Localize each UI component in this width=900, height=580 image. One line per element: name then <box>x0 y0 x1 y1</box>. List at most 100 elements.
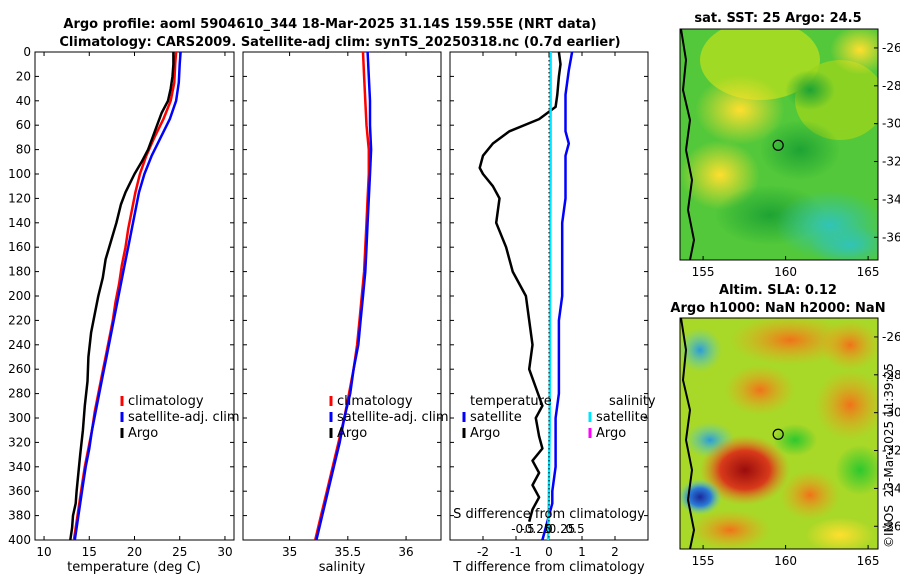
s-diff-tick-label: -0.25 <box>520 522 551 536</box>
legend-temperature-title: temperature <box>470 394 552 409</box>
y-tick-label: 260 <box>8 362 31 376</box>
series-line-s-satellite <box>546 52 552 541</box>
difference-depth-ticks <box>450 51 648 541</box>
y-tick-label: 280 <box>8 387 31 401</box>
salinity-x-label: salinity <box>319 560 366 575</box>
y-tick-label: 120 <box>8 191 31 205</box>
sla-map: Altim. SLA: 0.12 Argo h1000: NaN h2000: … <box>670 283 900 568</box>
map-y-tick-label: -28 <box>882 368 900 382</box>
series-line-satellite-adj-clim <box>315 51 373 541</box>
difference-series <box>478 51 574 541</box>
map-y-tick-label: -34 <box>882 192 900 206</box>
map-y-tick-label: -34 <box>882 481 900 495</box>
sla-map-axes: 155 160 165 -26 -28 -30 -32 -34 -36 <box>692 330 900 568</box>
sst-map-axes: 155 160 165 -26 -28 -30 -32 -34 -36 <box>692 41 900 279</box>
x-tick-label: 20 <box>127 545 142 559</box>
map-x-tick-label: 165 <box>857 554 880 568</box>
legend-climatology: climatology <box>128 394 204 409</box>
y-tick-label: 20 <box>16 69 31 83</box>
legend-salinity-title: salinity <box>609 394 656 409</box>
footer-credit: ©IMOS <box>882 505 896 548</box>
map-y-tick-label: -30 <box>882 117 900 131</box>
salinity-depth-ticks <box>243 51 441 541</box>
temperature-x-axis: 10 15 20 25 30 <box>36 52 233 559</box>
difference-x-axis: -2 -1 0 1 2 <box>477 52 619 559</box>
x-tick-label: 36 <box>398 545 413 559</box>
difference-legend: temperature salinity satellite Argo sate… <box>462 394 656 441</box>
y-tick-label: 220 <box>8 313 31 327</box>
legend-t-satellite: satellite <box>470 410 522 425</box>
legend-satellite-adj: satellite-adj. clim <box>128 410 240 425</box>
x-tick-label: 2 <box>611 545 619 559</box>
legend-argo: Argo <box>128 426 158 441</box>
y-tick-label: 0 <box>23 45 31 59</box>
s-difference-label: S difference from climatology <box>453 507 645 522</box>
legend-satellite-adj: satellite-adj. clim <box>337 410 449 425</box>
series-line-climatology <box>72 51 178 541</box>
sst-map: sat. SST: 25 Argo: 24.5 155 160 165 -26 -28 -… <box>679 11 900 279</box>
map-y-tick-label: -26 <box>882 330 900 344</box>
map-y-tick-label: -32 <box>882 444 900 458</box>
y-tick-label: 200 <box>8 289 31 303</box>
x-tick-label: -1 <box>510 545 522 559</box>
y-tick-label: 360 <box>8 484 31 498</box>
series-line-argo <box>69 52 175 541</box>
legend-t-argo: Argo <box>470 426 500 441</box>
temperature-panel: 0 20 40 60 80 100 120 140 160 180 200 220 240 260 280 3… <box>8 45 240 575</box>
difference-panel: -2 -1 0 1 2 T difference from climatology S … <box>449 51 656 575</box>
y-tick-label: 400 <box>8 533 31 547</box>
sst-map-title: sat. SST: 25 Argo: 24.5 <box>694 11 861 26</box>
x-tick-label: 25 <box>172 545 187 559</box>
map-x-tick-label: 160 <box>774 265 797 279</box>
x-tick-label: 15 <box>82 545 97 559</box>
sla-map-title1: Altim. SLA: 0.12 <box>719 283 837 298</box>
salinity-x-axis: 35 35.5 36 <box>282 52 414 559</box>
y-tick-label: 160 <box>8 240 31 254</box>
depth-axis: 0 20 40 60 80 100 120 140 160 180 200 220 240 260 280 3… <box>8 45 234 547</box>
series-line-climatology <box>313 51 371 541</box>
y-tick-label: 40 <box>16 94 31 108</box>
x-tick-label: 35.5 <box>334 545 361 559</box>
series-line-t-satellite <box>541 51 574 541</box>
legend-s-satellite: satellite <box>596 410 648 425</box>
sla-map-title2: Argo h1000: NaN h2000: NaN <box>670 301 885 316</box>
x-tick-label: 10 <box>36 545 51 559</box>
y-tick-label: 180 <box>8 265 31 279</box>
y-tick-label: 300 <box>8 411 31 425</box>
series-line-satellite-adj-clim <box>73 51 182 541</box>
x-tick-label: -2 <box>477 545 489 559</box>
y-tick-label: 80 <box>16 143 31 157</box>
map-y-tick-label: -36 <box>882 230 900 244</box>
footer-timestamp: ©IMOS 23-Mar-2025 11:39:25 <box>882 363 896 548</box>
x-tick-label: 1 <box>578 545 586 559</box>
sst-profile-marker <box>772 139 784 151</box>
y-tick-label: 60 <box>16 118 31 132</box>
s-diff-tick-label: 0 <box>545 522 553 536</box>
salinity-series <box>313 51 373 541</box>
x-tick-label: 0 <box>545 545 553 559</box>
map-y-tick-label: -28 <box>882 79 900 93</box>
y-tick-label: 340 <box>8 460 31 474</box>
map-y-tick-label: -36 <box>882 519 900 533</box>
salinity-legend: climatology satellite-adj. clim Argo <box>329 394 449 441</box>
salinity-panel: 35 35.5 36 salinity climatology satellite-… <box>242 51 449 575</box>
s-diff-tick-label: -0.5 <box>511 522 534 536</box>
s-diff-tick-label: 0.25 <box>549 522 576 536</box>
temperature-series <box>69 51 182 541</box>
y-tick-label: 320 <box>8 435 31 449</box>
difference-x-label: T difference from climatology <box>452 560 645 575</box>
legend-s-argo: Argo <box>596 426 626 441</box>
map-y-tick-label: -30 <box>882 406 900 420</box>
map-x-tick-label: 155 <box>692 554 715 568</box>
map-y-tick-label: -32 <box>882 155 900 169</box>
temperature-legend: climatology satellite-adj. clim Argo <box>120 394 240 441</box>
y-tick-label: 100 <box>8 167 31 181</box>
map-y-tick-label: -26 <box>882 41 900 55</box>
footer-time: 23-Mar-2025 11:39:25 <box>882 363 896 497</box>
map-x-tick-label: 155 <box>692 265 715 279</box>
legend-argo: Argo <box>337 426 367 441</box>
x-tick-label: 35 <box>282 545 297 559</box>
map-x-tick-label: 165 <box>857 265 880 279</box>
